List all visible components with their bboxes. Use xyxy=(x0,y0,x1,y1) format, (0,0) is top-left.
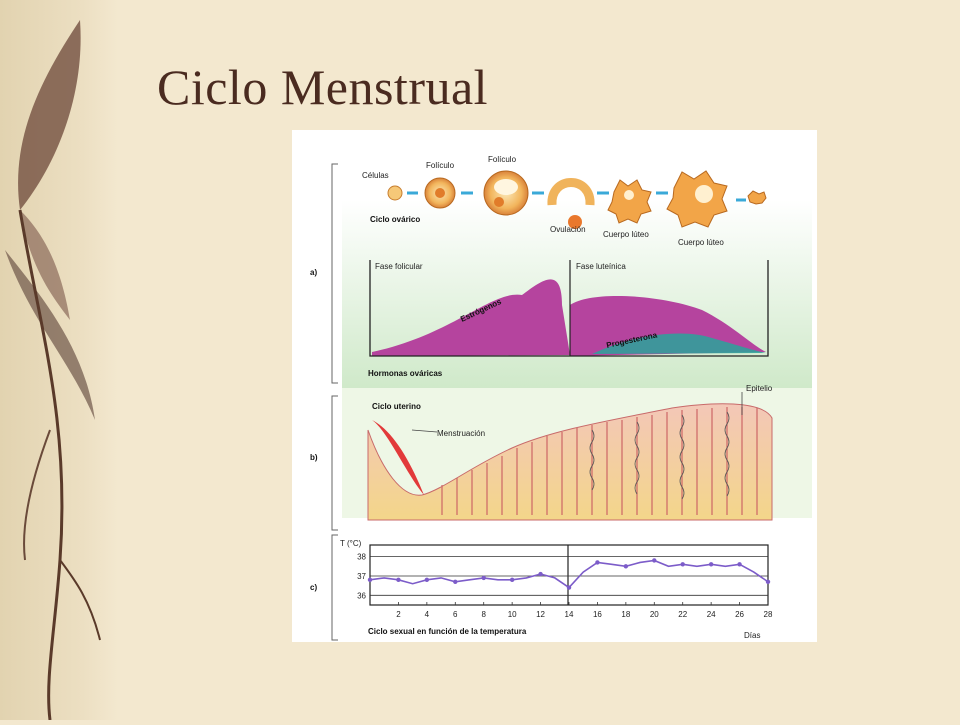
x-tick-label: 28 xyxy=(764,610,773,619)
x-tick-label: 4 xyxy=(425,610,430,619)
temperature-point xyxy=(680,562,685,567)
cells-label: Células xyxy=(362,171,389,180)
y-tick-label: 37 xyxy=(357,572,366,581)
temperature-point xyxy=(509,577,515,583)
x-tick-label: 10 xyxy=(508,610,517,619)
follicular-phase-label: Fase folicular xyxy=(375,262,423,271)
luteal-phase-label: Fase luteínica xyxy=(576,262,626,271)
corpus-luteum-label-1: Cuerpo lúteo xyxy=(603,230,649,239)
x-tick-label: 2 xyxy=(396,610,401,619)
hormone-chart xyxy=(369,260,769,357)
temperature-point xyxy=(367,577,373,583)
panel-a-letter: a) xyxy=(310,268,317,277)
temperature-point xyxy=(566,585,572,590)
x-tick-label: 8 xyxy=(481,610,486,619)
temperature-point xyxy=(424,577,430,583)
temperature-point xyxy=(737,562,742,567)
x-tick-label: 24 xyxy=(707,610,716,619)
temperature-point xyxy=(538,571,543,577)
ovulation-label: Ovulación xyxy=(550,225,586,234)
panel-b-letter: b) xyxy=(310,453,318,462)
temperature-point xyxy=(623,564,629,569)
endometrium-illustration xyxy=(367,392,773,521)
x-tick-label: 26 xyxy=(735,610,744,619)
ovarian-stages-illustration xyxy=(387,170,767,229)
x-tick-label: 12 xyxy=(536,610,545,619)
x-tick-label: 22 xyxy=(678,610,687,619)
x-tick-label: 6 xyxy=(453,610,458,619)
menstruation-label: Menstruación xyxy=(437,429,485,438)
decorative-leaf-border xyxy=(0,0,118,721)
uterine-cycle-label: Ciclo uterino xyxy=(372,402,421,411)
temperature-axis-label: T (°C) xyxy=(340,539,362,548)
slide-title: Ciclo Menstrual xyxy=(157,59,489,115)
menstruation-shape xyxy=(372,420,424,495)
corpus-luteum-label-2: Cuerpo lúteo xyxy=(678,238,724,247)
temperature-point xyxy=(453,579,458,584)
ovarian-cycle-label: Ciclo ovárico xyxy=(370,215,420,224)
temperature-point xyxy=(708,562,714,567)
temperature-caption: Ciclo sexual en función de la temperatur… xyxy=(368,627,527,636)
temperature-point xyxy=(481,575,486,581)
x-tick-label: 14 xyxy=(565,610,574,619)
progesterone-curve xyxy=(592,333,766,354)
x-tick-label: 16 xyxy=(593,610,602,619)
y-tick-label: 36 xyxy=(357,591,366,600)
temperature-point xyxy=(765,579,771,584)
hormone-panel-background xyxy=(342,200,812,390)
x-tick-label: 18 xyxy=(621,610,630,619)
leaf-icon xyxy=(5,20,101,721)
y-tick-label: 38 xyxy=(357,553,366,562)
follicle-label-2: Folículo xyxy=(488,155,517,164)
epithelium-label: Epitelio xyxy=(746,384,773,393)
days-axis-label: Días xyxy=(744,631,760,640)
panel-brackets xyxy=(331,163,338,641)
temperature-point xyxy=(652,558,657,563)
ovarian-hormones-label: Hormonas ováricas xyxy=(368,369,443,378)
x-tick-label: 20 xyxy=(650,610,659,619)
estrogen-curve xyxy=(372,279,570,356)
temperature-point xyxy=(595,560,600,565)
panel-c-letter: c) xyxy=(310,583,317,592)
menstrual-cycle-figure: a) b) c) Células Folículo Folículo xyxy=(292,130,817,642)
follicle-label-1: Folículo xyxy=(426,161,455,170)
temperature-point xyxy=(396,577,401,583)
